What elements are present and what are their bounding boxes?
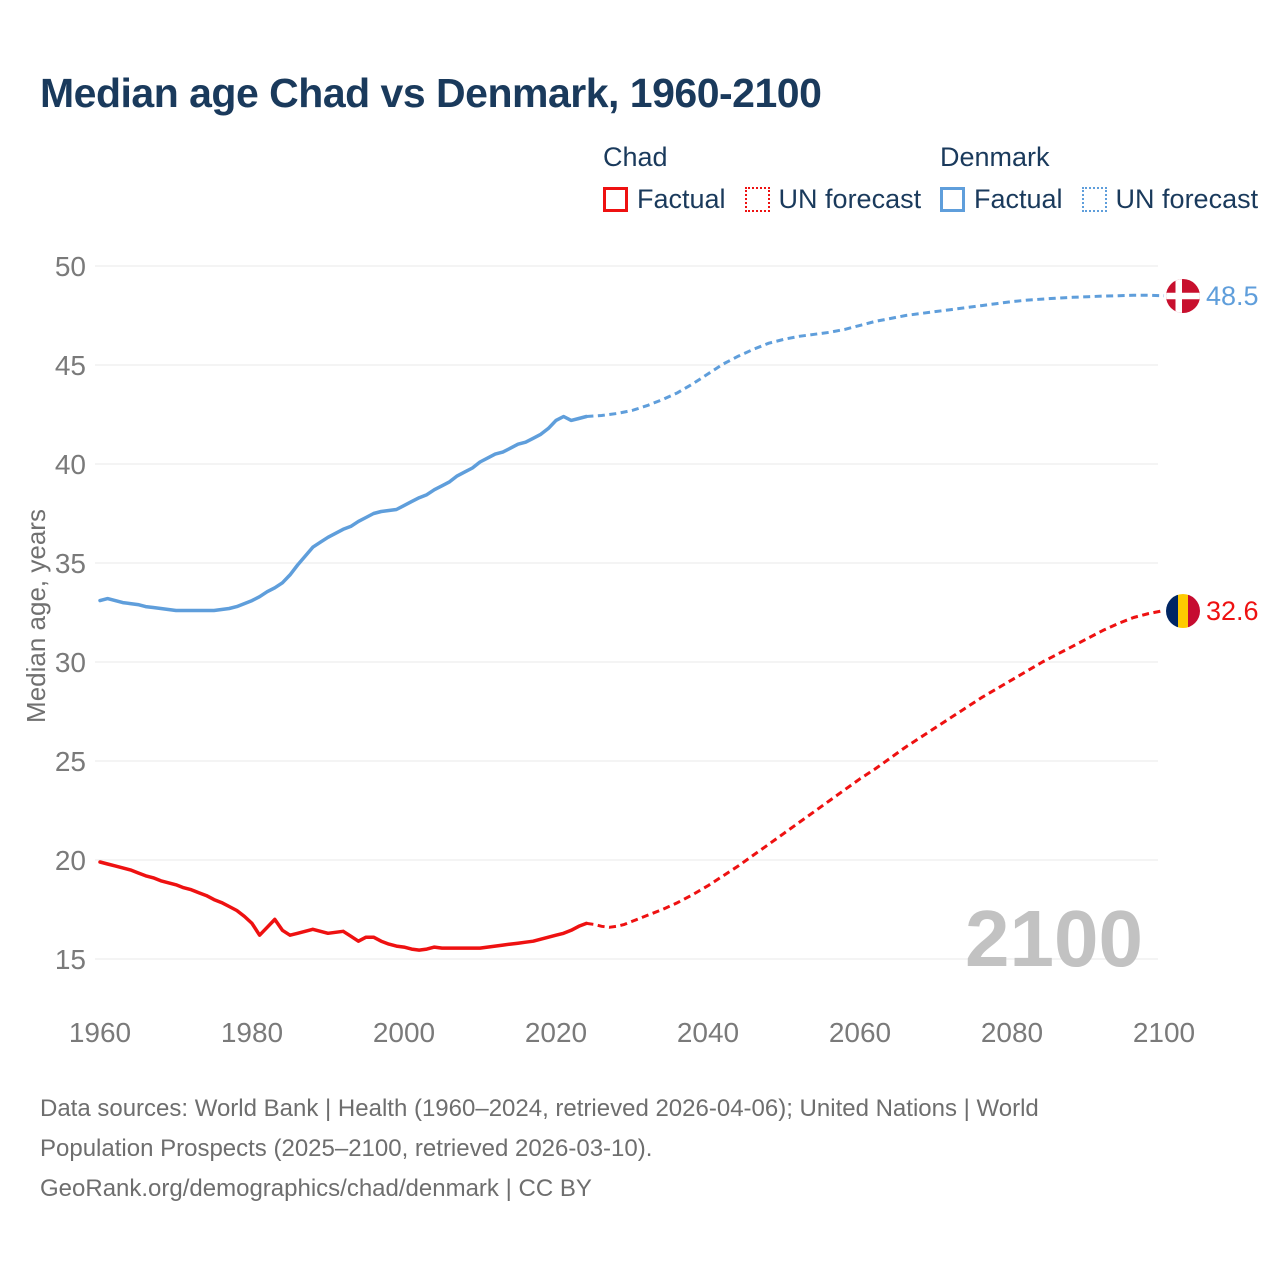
denmark-end-value: 48.5 — [1206, 281, 1259, 311]
chad-factual-swatch-icon — [603, 187, 628, 212]
x-tick-label-1980: 1980 — [221, 1017, 283, 1048]
legend-item-chad-factual: Factual — [603, 184, 726, 215]
data-sources-line-2: Population Prospects (2025–2100, retriev… — [40, 1135, 653, 1162]
legend-denmark-factual-label: Factual — [974, 184, 1063, 214]
x-tick-label-2060: 2060 — [829, 1017, 891, 1048]
denmark-forecast-line — [586, 293, 1165, 418]
y-axis-title: Median age, years — [21, 509, 51, 723]
attribution-line: GeoRank.org/demographics/chad/denmark | … — [40, 1175, 592, 1202]
x-tick-label-2080: 2080 — [981, 1017, 1043, 1048]
chad-end-value: 32.6 — [1206, 596, 1259, 626]
x-tick-label-2000: 2000 — [373, 1017, 435, 1048]
chad-flag-icon — [1166, 594, 1200, 628]
y-tick-label-45: 45 — [55, 350, 86, 381]
y-tick-label-50: 50 — [55, 251, 86, 282]
chad-factual-line — [98, 860, 589, 952]
x-axis-tick-labels: 1960 1980 2000 2020 2040 2060 2080 2100 — [69, 1017, 1195, 1048]
denmark-factual-line — [98, 414, 589, 613]
x-tick-label-2020: 2020 — [525, 1017, 587, 1048]
denmark-flag-icon — [1166, 279, 1200, 313]
denmark-factual-swatch-icon — [940, 187, 965, 212]
gridlines — [95, 265, 1158, 960]
legend-denmark-title: Denmark — [940, 142, 1050, 172]
legend-item-denmark-forecast: UN forecast — [1081, 184, 1259, 215]
chad-forecast-line — [586, 609, 1165, 929]
x-tick-label-1960: 1960 — [69, 1017, 131, 1048]
legend-group-denmark: Denmark Factual UN forecast — [940, 142, 1258, 215]
y-tick-label-40: 40 — [55, 449, 86, 480]
chad-forecast-swatch-icon — [744, 187, 770, 212]
x-tick-label-2100: 2100 — [1133, 1017, 1195, 1048]
legend-denmark-forecast-label: UN forecast — [1115, 184, 1259, 214]
page-title: Median age Chad vs Denmark, 1960-2100 — [40, 70, 822, 116]
legend-group-chad: Chad Factual UN forecast — [603, 142, 921, 215]
denmark-forecast-swatch-icon — [1081, 187, 1107, 212]
data-sources-line-1: Data sources: World Bank | Health (1960–… — [40, 1095, 1039, 1122]
footer: Data sources: World Bank | Health (1960–… — [40, 1089, 1039, 1209]
legend-chad-factual-label: Factual — [637, 184, 726, 214]
y-axis-tick-labels: 15 20 25 30 35 40 45 50 — [55, 251, 86, 975]
legend-chad-row: Factual UN forecast — [603, 184, 921, 215]
y-tick-label-20: 20 — [55, 845, 86, 876]
y-tick-label-30: 30 — [55, 647, 86, 678]
y-tick-label-25: 25 — [55, 746, 86, 777]
legend-item-chad-forecast: UN forecast — [744, 184, 922, 215]
x-tick-label-2040: 2040 — [677, 1017, 739, 1048]
legend-denmark-row: Factual UN forecast — [940, 184, 1258, 215]
legend-item-denmark-factual: Factual — [940, 184, 1063, 215]
legend-chad-title: Chad — [603, 142, 668, 172]
y-tick-label-15: 15 — [55, 944, 86, 975]
series-lines — [98, 293, 1165, 952]
y-tick-label-35: 35 — [55, 548, 86, 579]
legend-chad-forecast-label: UN forecast — [778, 184, 922, 214]
year-watermark: 2100 — [965, 894, 1143, 983]
